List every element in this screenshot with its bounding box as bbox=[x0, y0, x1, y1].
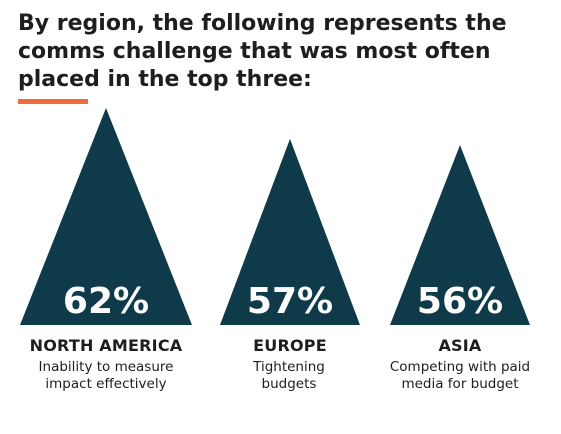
value-label-1: 62% bbox=[63, 281, 149, 322]
region-label-asia: ASIA bbox=[438, 336, 482, 355]
value-label-2: 57% bbox=[247, 281, 333, 322]
region-label-europe: EUROPE bbox=[253, 336, 327, 355]
region-description-north-america: Inability to measure impact effectively bbox=[38, 359, 174, 392]
triangle-mark-3 bbox=[390, 145, 530, 325]
region-label-north-america: NORTH AMERICA bbox=[29, 336, 183, 355]
triangle-mark-1 bbox=[20, 108, 192, 325]
value-label-3: 56% bbox=[417, 281, 503, 322]
title-accent-bar bbox=[18, 99, 88, 104]
triangle-mark-2 bbox=[220, 138, 360, 325]
chart-title: By region, the following represents the … bbox=[18, 11, 507, 92]
region-description-asia: Competing with paid media for budget bbox=[389, 359, 531, 392]
region-description-europe: Tightening budgets bbox=[253, 359, 325, 392]
